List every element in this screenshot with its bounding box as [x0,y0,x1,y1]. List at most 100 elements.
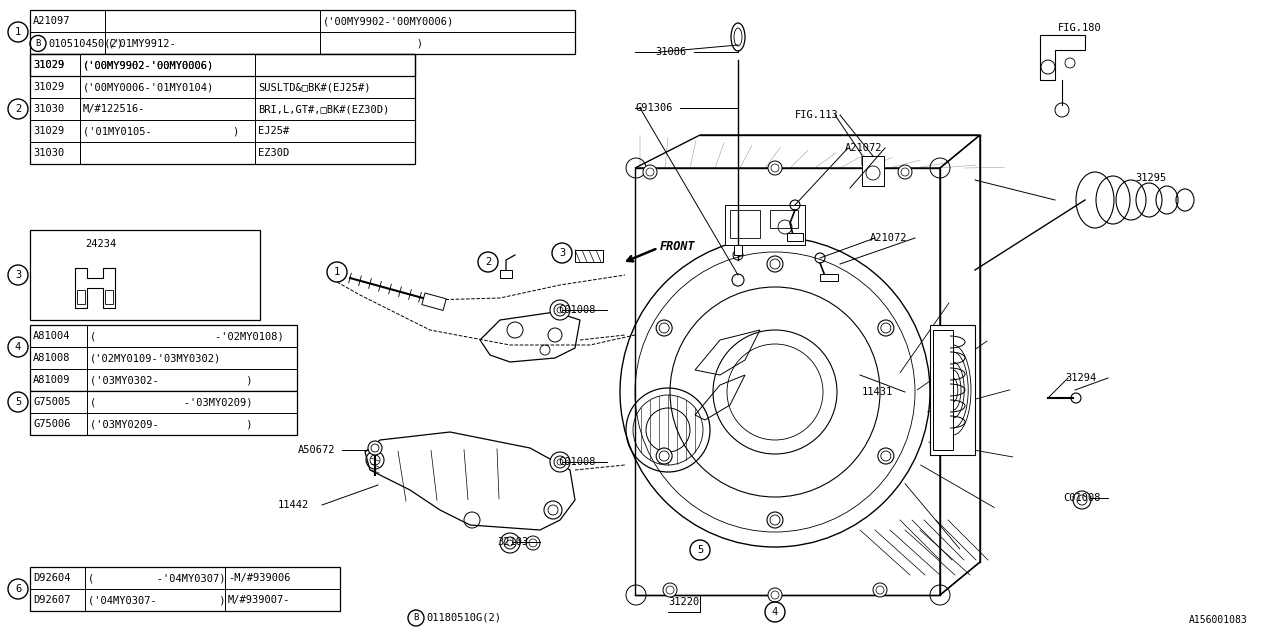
Text: 31029: 31029 [33,60,64,70]
Bar [724,205,805,245]
Text: BRI,L,GT#,□BK#(EZ30D): BRI,L,GT#,□BK#(EZ30D) [259,104,389,115]
Circle shape [643,165,657,179]
Text: SUSLTD&□BK#(EJ25#): SUSLTD&□BK#(EJ25#) [259,83,370,92]
Text: 31029: 31029 [33,60,64,70]
Text: 11442: 11442 [278,500,310,510]
Text: 31030: 31030 [33,104,64,115]
Text: ('00MY9902-'00MY0006): ('00MY9902-'00MY0006) [323,17,454,26]
Bar [29,10,575,54]
Circle shape [767,256,783,272]
Bar [29,54,415,76]
Text: 5: 5 [15,397,22,407]
Circle shape [878,320,893,336]
Text: 3: 3 [559,248,566,258]
Text: A21072: A21072 [845,143,882,153]
Text: 4: 4 [772,607,778,617]
Text: ('01MY0105-             ): ('01MY0105- ) [83,127,239,136]
Bar [29,325,297,391]
Text: ('00MY0006-'01MY0104): ('00MY0006-'01MY0104) [83,83,214,92]
Text: 31295: 31295 [1135,173,1166,183]
Text: (              -'03MY0209): ( -'03MY0209) [90,397,252,408]
Text: 2: 2 [485,257,492,267]
Text: -M/#939006: -M/#939006 [228,573,291,584]
Text: 1: 1 [334,267,340,277]
Bar [29,567,340,611]
Circle shape [369,441,381,455]
Bar [29,54,415,164]
Text: G75006: G75006 [33,419,70,429]
Text: ('02MY0109-'03MY0302): ('02MY0109-'03MY0302) [90,353,221,364]
Text: A81009: A81009 [33,376,70,385]
Text: ('03MY0302-              ): ('03MY0302- ) [90,376,252,385]
Text: A81008: A81008 [33,353,70,364]
Text: 24234: 24234 [84,239,116,249]
Text: C01008: C01008 [558,305,595,315]
Circle shape [500,533,520,553]
Text: FIG.180: FIG.180 [1059,23,1102,33]
Bar [787,233,803,241]
Circle shape [768,161,782,175]
Text: 31220: 31220 [668,597,699,607]
Bar [933,330,954,450]
Text: 11431: 11431 [861,387,893,397]
Text: 3: 3 [15,270,22,280]
Text: 31029: 31029 [33,83,64,92]
Bar [29,230,260,320]
Circle shape [550,300,570,320]
Text: D92607: D92607 [33,595,70,605]
Text: 2: 2 [15,104,22,114]
Circle shape [657,448,672,464]
Text: 32103: 32103 [497,537,529,547]
Text: 5: 5 [696,545,703,555]
Text: (                   -'02MY0108): ( -'02MY0108) [90,332,284,342]
Circle shape [663,583,677,597]
Text: (          -'04MY0307): ( -'04MY0307) [88,573,225,584]
Circle shape [873,583,887,597]
Text: ('00MY9902-'00MY0006): ('00MY9902-'00MY0006) [83,60,214,70]
Text: 010510450(2): 010510450(2) [49,38,123,49]
Text: A21072: A21072 [870,233,908,243]
Bar [730,210,760,238]
Circle shape [550,452,570,472]
Text: 01180510G(2): 01180510G(2) [426,613,500,623]
Bar [861,156,884,186]
Text: A50672: A50672 [298,445,335,455]
Text: EJ25#: EJ25# [259,127,289,136]
Text: M/#122516-: M/#122516- [83,104,146,115]
Text: 6: 6 [15,584,22,594]
Text: A156001083: A156001083 [1189,615,1248,625]
Bar [77,290,84,304]
Circle shape [768,588,782,602]
Bar [771,210,797,228]
Circle shape [767,512,783,528]
Bar [105,290,113,304]
Text: ('03MY0209-              ): ('03MY0209- ) [90,419,252,429]
Text: M/#939007-: M/#939007- [228,595,291,605]
Text: A21097: A21097 [33,17,70,26]
Text: ('01MY9912-: ('01MY9912- [108,38,177,49]
Circle shape [657,320,672,336]
Text: FIG.113: FIG.113 [795,110,838,120]
Circle shape [878,448,893,464]
Text: FRONT: FRONT [660,239,695,253]
Text: C01008: C01008 [1062,493,1101,503]
Text: 1: 1 [15,27,22,37]
Text: C01008: C01008 [558,457,595,467]
Bar [500,270,512,278]
Text: ('04MY0307-          ): ('04MY0307- ) [88,595,225,605]
Text: ('00MY9902-'00MY0006): ('00MY9902-'00MY0006) [83,60,214,70]
Circle shape [526,536,540,550]
Text: B: B [36,39,41,48]
Text: G91306: G91306 [635,103,672,113]
Bar [931,325,975,455]
Bar [575,250,603,262]
Text: B: B [413,614,419,623]
Text: 4: 4 [15,342,22,352]
Bar [733,245,742,255]
Bar [422,293,447,310]
Text: G75005: G75005 [33,397,70,408]
Text: ): ) [323,38,422,49]
Bar [29,391,297,435]
Text: 31029: 31029 [33,127,64,136]
Text: 31086: 31086 [655,47,686,57]
